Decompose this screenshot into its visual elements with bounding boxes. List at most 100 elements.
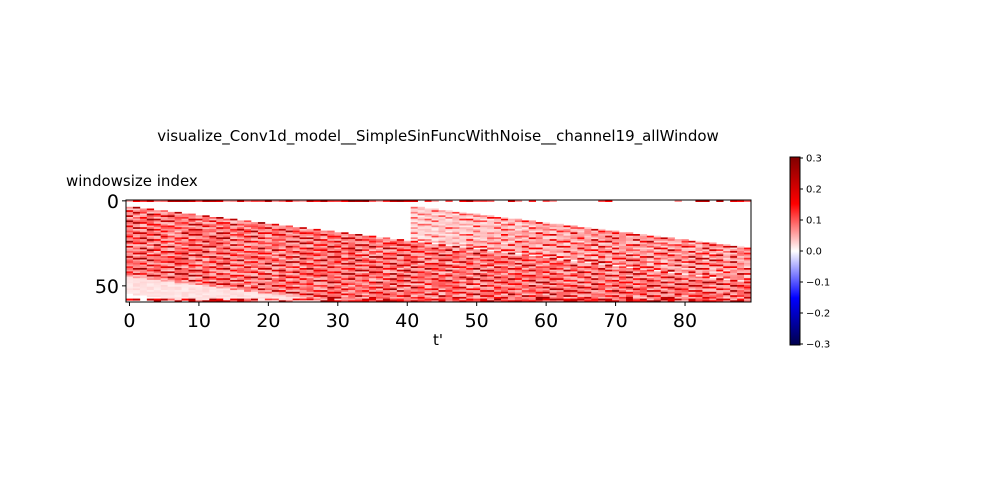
- heatmap-cell: [230, 293, 238, 296]
- heatmap-cell: [660, 273, 668, 276]
- heatmap-cell: [417, 215, 425, 218]
- heatmap-cell: [299, 286, 307, 289]
- heatmap-cell: [619, 242, 627, 245]
- heatmap-cell: [271, 276, 280, 279]
- heatmap-cell: [139, 247, 148, 250]
- heatmap-cell: [577, 252, 585, 255]
- heatmap-cell: [660, 237, 668, 240]
- heatmap-cell: [556, 244, 564, 247]
- heatmap-cell: [626, 300, 634, 303]
- heatmap-cell: [251, 234, 259, 236]
- heatmap-cell: [528, 261, 537, 264]
- heatmap-cell: [480, 290, 488, 293]
- heatmap-cell: [181, 293, 189, 296]
- heatmap-cell: [334, 283, 342, 286]
- heatmap-cell: [431, 252, 439, 255]
- heatmap-cell: [174, 298, 182, 301]
- heatmap-cell: [598, 285, 606, 287]
- heatmap-cell: [445, 200, 453, 202]
- heatmap-cell: [369, 252, 377, 255]
- heatmap-cell: [646, 257, 655, 260]
- heatmap-cell: [716, 254, 724, 257]
- heatmap-cell: [730, 274, 738, 277]
- heatmap-cell: [153, 218, 162, 221]
- heatmap-cell: [570, 269, 578, 272]
- heatmap-cell: [584, 264, 592, 267]
- heatmap-cell: [473, 276, 481, 279]
- heatmap-cell: [132, 256, 141, 259]
- heatmap-cell: [570, 295, 578, 298]
- heatmap-cell: [591, 276, 599, 279]
- heatmap-cell: [716, 288, 724, 291]
- heatmap-cell: [341, 300, 349, 303]
- heatmap-cell: [626, 235, 634, 238]
- heatmap-cell: [417, 298, 425, 301]
- heatmap-cell: [674, 269, 682, 272]
- heatmap-cell: [160, 239, 168, 242]
- heatmap-cell: [223, 244, 231, 247]
- heatmap-cell: [556, 268, 564, 270]
- heatmap-cell: [389, 245, 398, 248]
- heatmap-cell: [626, 252, 634, 255]
- heatmap-cell: [153, 278, 162, 281]
- heatmap-cell: [639, 240, 648, 243]
- heatmap-cell: [591, 273, 599, 276]
- heatmap-cell: [417, 225, 425, 228]
- heatmap-cell: [216, 240, 224, 243]
- heatmap-cell: [431, 211, 439, 214]
- heatmap-cell: [209, 298, 217, 301]
- heatmap-cell: [251, 266, 259, 269]
- heatmap-cell: [369, 300, 377, 303]
- heatmap-cell: [362, 264, 370, 267]
- heatmap-cell: [674, 244, 682, 247]
- heatmap-cell: [396, 286, 405, 289]
- heatmap-cell: [396, 247, 405, 250]
- heatmap-cell: [556, 237, 564, 240]
- heatmap-cell: [410, 276, 418, 279]
- heatmap-cell: [709, 300, 717, 303]
- heatmap-cell: [230, 227, 238, 230]
- heatmap-cell: [459, 298, 467, 301]
- heatmap-cell: [320, 249, 328, 252]
- heatmap-cell: [431, 237, 439, 240]
- heatmap-cell: [306, 237, 314, 240]
- heatmap-cell: [584, 256, 592, 259]
- heatmap-cell: [653, 240, 662, 243]
- heatmap-cell: [695, 291, 703, 294]
- heatmap-cell: [188, 259, 196, 262]
- heatmap-cell: [494, 262, 502, 265]
- heatmap-cell: [237, 268, 245, 270]
- heatmap-cell: [334, 239, 342, 242]
- heatmap-cell: [417, 278, 425, 281]
- heatmap-cell: [153, 262, 162, 265]
- heatmap-cell: [382, 268, 391, 270]
- heatmap-cell: [445, 290, 453, 293]
- heatmap-cell: [251, 228, 259, 231]
- heatmap-cell: [389, 249, 398, 252]
- heatmap-cell: [639, 259, 648, 262]
- heatmap-cell: [459, 286, 467, 289]
- x-tick-label: 0: [123, 310, 135, 332]
- heatmap-cell: [264, 237, 273, 240]
- heatmap-cell: [223, 237, 231, 240]
- heatmap-cell: [507, 279, 516, 282]
- heatmap-cell: [737, 293, 745, 296]
- heatmap-cell: [167, 200, 175, 202]
- heatmap-cell: [619, 291, 627, 294]
- heatmap-cell: [139, 245, 148, 248]
- heatmap-cell: [494, 288, 502, 291]
- heatmap-cell: [126, 240, 134, 243]
- heatmap-cell: [466, 283, 474, 286]
- heatmap-cell: [396, 281, 405, 284]
- heatmap-cell: [612, 273, 620, 276]
- heatmap-cell: [695, 252, 703, 255]
- heatmap-cell: [507, 254, 516, 257]
- heatmap-cell: [667, 288, 675, 291]
- heatmap-cell: [153, 247, 162, 250]
- heatmap-cell: [473, 264, 481, 267]
- heatmap-cell: [257, 283, 266, 286]
- heatmap-cell: [528, 244, 537, 247]
- heatmap-cell: [487, 225, 495, 228]
- heatmap-cell: [723, 290, 731, 293]
- heatmap-cell: [653, 266, 662, 269]
